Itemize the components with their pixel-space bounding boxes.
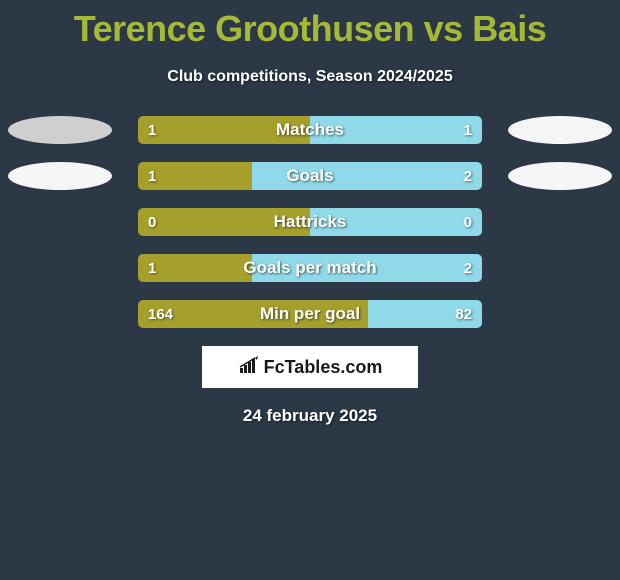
stat-row: Goals12 [0,162,620,190]
date-text: 24 february 2025 [0,406,620,426]
stat-bar-left [138,162,252,190]
stat-bar-left [138,300,368,328]
logo-text: FcTables.com [264,357,383,378]
right-team-marker [508,162,612,190]
stat-bar-left [138,254,252,282]
stat-bar-left [138,116,310,144]
stat-bar [138,208,482,236]
stat-row: Goals per match12 [0,254,620,282]
stat-bar [138,162,482,190]
fctables-logo: FcTables.com [202,346,418,388]
stat-bar-right [310,116,482,144]
subtitle: Club competitions, Season 2024/2025 [0,68,620,86]
right-team-marker [508,116,612,144]
chart-icon [238,356,260,379]
comparison-chart: Matches11 Goals12 Hattricks00 Goals per mat… [0,116,620,328]
stat-row: Min per goal16482 [0,300,620,328]
stat-bar-right [252,162,482,190]
stat-bar-right [368,300,482,328]
stat-bar-right [252,254,482,282]
stat-bar-right [310,208,482,236]
stat-row: Hattricks00 [0,208,620,236]
stat-row: Matches11 [0,116,620,144]
stat-bar-left [138,208,310,236]
stat-bar [138,254,482,282]
left-team-marker [8,116,112,144]
stat-bar [138,116,482,144]
page-title: Terence Groothusen vs Bais [0,0,620,50]
left-team-marker [8,162,112,190]
stat-bar [138,300,482,328]
